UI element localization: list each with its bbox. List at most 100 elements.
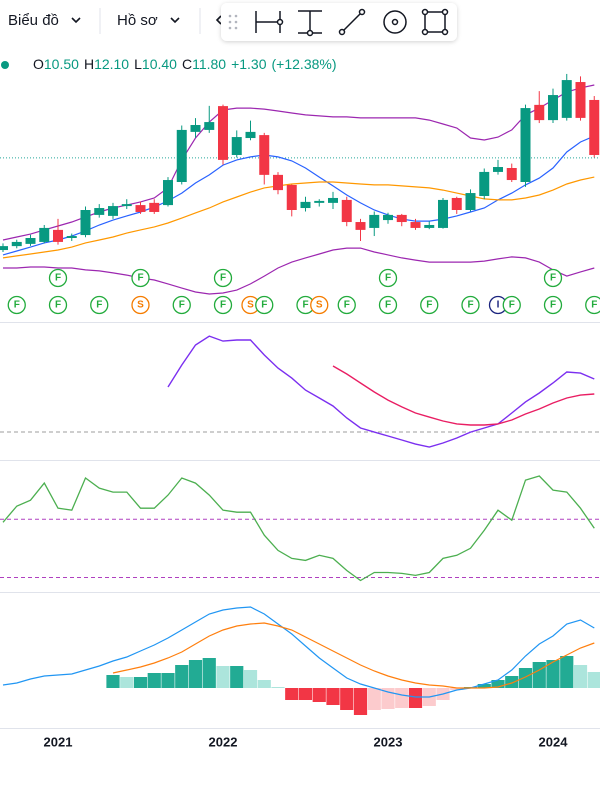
candle-body	[424, 224, 435, 228]
histogram-bar	[491, 680, 505, 688]
event-marker	[461, 295, 480, 315]
candle-body	[438, 199, 448, 228]
histogram-bar	[202, 658, 216, 688]
moving-average	[2, 176, 595, 259]
histogram-bar	[340, 688, 354, 710]
histogram-bar	[395, 688, 409, 708]
histogram-bar	[298, 688, 313, 700]
event-marker	[420, 295, 439, 315]
candle-body	[149, 202, 160, 212]
event-marker-label: S	[247, 300, 254, 311]
menu-profile[interactable]: Hồ sơ	[117, 12, 158, 29]
time-axis: 2021 2022 2023 2024	[44, 734, 569, 749]
histogram-bar	[133, 677, 148, 688]
event-marker	[378, 295, 398, 315]
event-marker-label: F	[467, 300, 473, 311]
candle-body	[383, 214, 393, 221]
histogram-bar	[161, 673, 175, 688]
histogram-bar	[285, 688, 299, 700]
legend-label: C	[182, 56, 192, 72]
candle-body	[355, 222, 366, 230]
event-marker-label: F	[55, 300, 61, 311]
candle-body	[300, 201, 311, 209]
histogram-bar	[230, 666, 244, 688]
event-marker-label: F	[137, 273, 143, 284]
candle-body	[94, 208, 105, 215]
event-marker	[172, 295, 191, 315]
macd-pane	[2, 606, 600, 715]
histogram-bar	[312, 688, 326, 702]
date-range-tool[interactable]	[255, 11, 284, 33]
candle-body	[190, 125, 201, 132]
histogram-bar	[587, 672, 600, 688]
event-marker-label: F	[220, 273, 226, 284]
price-range-tool[interactable]	[298, 10, 322, 37]
candle-body	[575, 82, 586, 118]
event-marker-label: F	[426, 300, 432, 311]
bollinger-lower	[3, 247, 595, 295]
back-arrow[interactable]	[215, 15, 222, 25]
circle-tool[interactable]	[383, 10, 407, 34]
event-marker	[48, 295, 68, 315]
histogram-bar	[532, 662, 546, 688]
histogram-bar	[546, 660, 560, 688]
event-marker	[378, 268, 398, 288]
event-marker-label: F	[591, 300, 597, 311]
macd-line	[2, 606, 595, 698]
rectangle-tool[interactable]	[421, 8, 449, 36]
candle-body	[506, 168, 517, 181]
event-marker-label: F	[55, 273, 61, 284]
legend-change-pct: (+12.38%)	[272, 56, 337, 72]
signal-line	[112, 622, 595, 689]
candle-body	[0, 246, 8, 251]
candle-body	[108, 206, 118, 216]
event-marker-label: S	[137, 300, 144, 311]
event-marker	[310, 295, 329, 315]
event-marker-label: F	[550, 300, 556, 311]
event-marker	[337, 295, 356, 315]
event-marker-label: F	[261, 300, 267, 311]
candle-body	[163, 180, 173, 206]
event-marker	[255, 295, 274, 315]
toolbar: Biểu đồ Hồ sơ	[8, 3, 457, 41]
legend-label: L	[134, 56, 142, 72]
chevron[interactable]	[170, 17, 180, 24]
event-marker	[543, 295, 563, 315]
histogram-bar	[188, 660, 203, 688]
candle-body	[451, 197, 462, 210]
event-marker-label: F	[302, 300, 308, 311]
histogram-bar	[147, 673, 161, 688]
trend-line-tool[interactable]	[338, 8, 366, 36]
candle-body	[534, 104, 545, 121]
chevron[interactable]	[71, 17, 81, 24]
histogram-bar	[450, 688, 464, 690]
histogram-bar	[216, 666, 230, 688]
histogram-bar	[505, 676, 519, 688]
candle-body	[11, 241, 22, 247]
candle-body	[25, 238, 36, 244]
legend-value: 10.50	[44, 56, 79, 72]
drag-handle[interactable]	[228, 14, 238, 30]
candle-body	[273, 174, 283, 191]
legend-value: 10.40	[142, 56, 177, 72]
event-marker-label: F	[220, 300, 226, 311]
candle-body	[176, 129, 187, 182]
event-marker-label: I	[497, 300, 500, 311]
histogram-bar	[106, 675, 120, 688]
candle-body	[410, 222, 421, 228]
event-marker-label: F	[179, 300, 185, 311]
legend-value: 11.80	[192, 56, 226, 72]
event-marker	[585, 295, 600, 315]
candle-body	[328, 197, 338, 203]
event-marker	[213, 268, 233, 288]
legend-label: O	[33, 56, 44, 72]
candle-body	[286, 184, 297, 210]
x-tick-label: 2021	[44, 734, 73, 749]
histogram-bar	[408, 688, 423, 708]
candle-body	[135, 205, 146, 212]
histogram-bar	[271, 687, 285, 688]
menu-chart[interactable]: Biểu đồ	[8, 12, 59, 29]
candle-body	[561, 80, 572, 118]
event-marker	[90, 295, 109, 315]
